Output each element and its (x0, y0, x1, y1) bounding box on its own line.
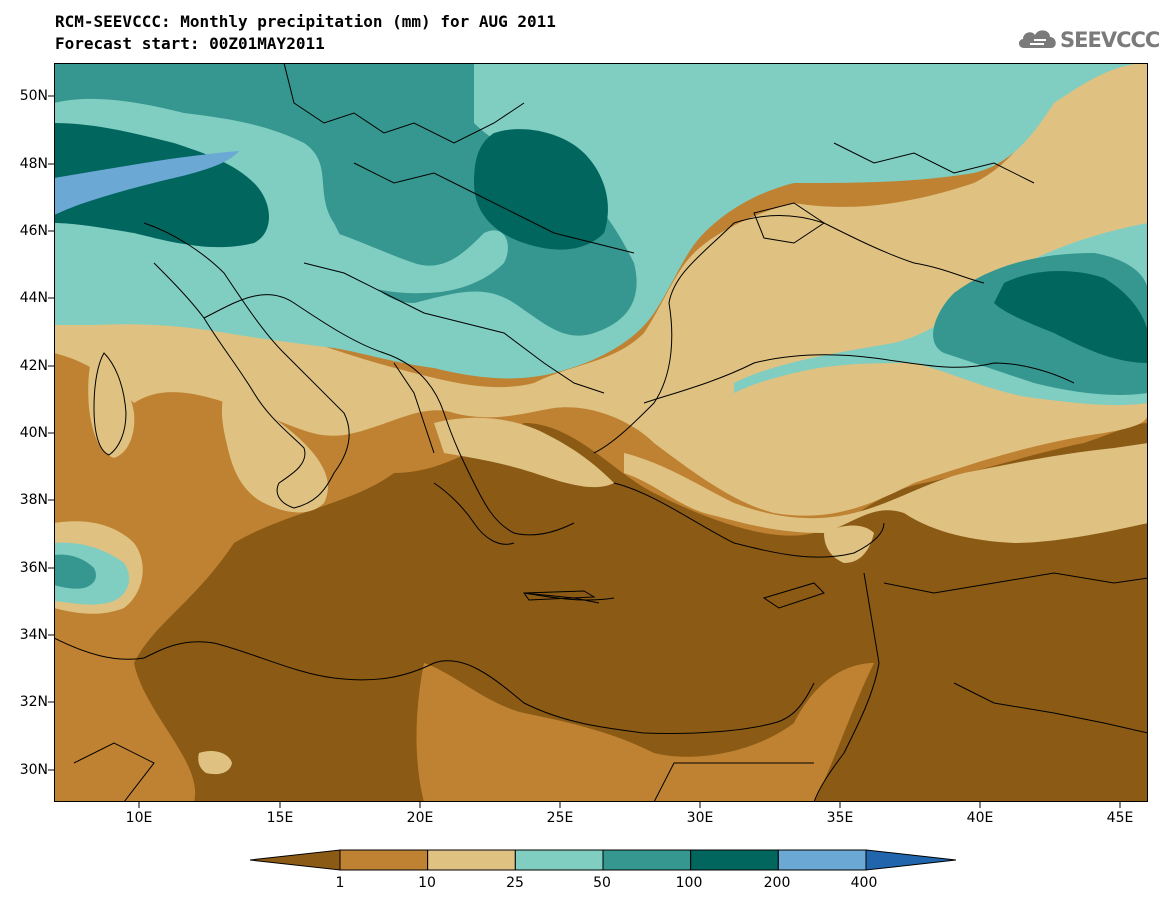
region-light-dry (54, 63, 1148, 516)
region-caucasus-very-wet (994, 271, 1148, 363)
lat-label: 30N (19, 762, 48, 778)
lon-label: 35E (826, 810, 854, 826)
lon-label: 40E (966, 810, 994, 826)
lon-label: 30E (686, 810, 714, 826)
region-aegean (434, 417, 614, 488)
lon-label: 20E (406, 810, 434, 826)
map-title: RCM-SEEVCCC: Monthly precipitation (mm) … (55, 12, 556, 31)
colorbar (250, 849, 956, 871)
coastlines (54, 63, 1148, 802)
colorbar-segment (339, 849, 429, 871)
region-italy (221, 393, 328, 513)
colorbar-label: 400 (850, 875, 878, 891)
crete-outline (523, 590, 596, 601)
colorbar-segment (514, 849, 604, 871)
colorbar-segment (690, 849, 779, 871)
colorbar-segment-highest (865, 849, 956, 871)
colorbar-label: 10 (418, 875, 436, 891)
region-algeria-wet-core (54, 554, 96, 589)
lat-label: 48N (19, 156, 48, 172)
logo-text: SEEVCCC (1060, 28, 1160, 52)
seevccc-logo: SEEVCCC (1016, 22, 1160, 56)
lon-label: 10E (125, 810, 153, 826)
lat-label: 36N (19, 560, 48, 576)
lat-label: 42N (19, 358, 48, 374)
lat-label: 46N (19, 223, 48, 239)
lon-label: 25E (546, 810, 574, 826)
colorbar-segment (427, 849, 516, 871)
region-sardinia (88, 353, 135, 458)
colorbar-label: 100 (675, 875, 703, 891)
cloud-icon (1018, 30, 1056, 48)
region-carpathian-very-wet (474, 129, 608, 250)
region-dry-libya (416, 663, 874, 802)
precipitation-map (54, 63, 1148, 802)
colorbar-segment (602, 849, 692, 871)
region-dry-north-africa (54, 623, 107, 802)
lat-label: 38N (19, 492, 48, 508)
colorbar-segment (777, 849, 867, 871)
lat-label: 50N (19, 88, 48, 104)
lon-label: 15E (266, 810, 294, 826)
region-anatolia (624, 443, 1148, 543)
crimea-outline (753, 202, 825, 244)
region-levant-light (824, 525, 874, 563)
colorbar-segment-lowest (250, 849, 341, 871)
lat-label: 40N (19, 425, 48, 441)
colorbar-label: 200 (763, 875, 791, 891)
region-alps-extreme (54, 151, 239, 215)
colorbar-label: 1 (335, 875, 345, 891)
region-libya-light (198, 751, 232, 775)
lat-label: 44N (19, 290, 48, 306)
forecast-start-label: Forecast start: 00Z01MAY2011 (55, 34, 325, 53)
lat-label: 32N (19, 694, 48, 710)
lat-label: 34N (19, 627, 48, 643)
colorbar-label: 25 (506, 875, 524, 891)
lon-label: 45E (1106, 810, 1134, 826)
cyprus-outline (762, 582, 825, 609)
map-border (54, 63, 1148, 802)
colorbar-label: 50 (593, 875, 611, 891)
region-alps-very-wet (54, 123, 269, 248)
